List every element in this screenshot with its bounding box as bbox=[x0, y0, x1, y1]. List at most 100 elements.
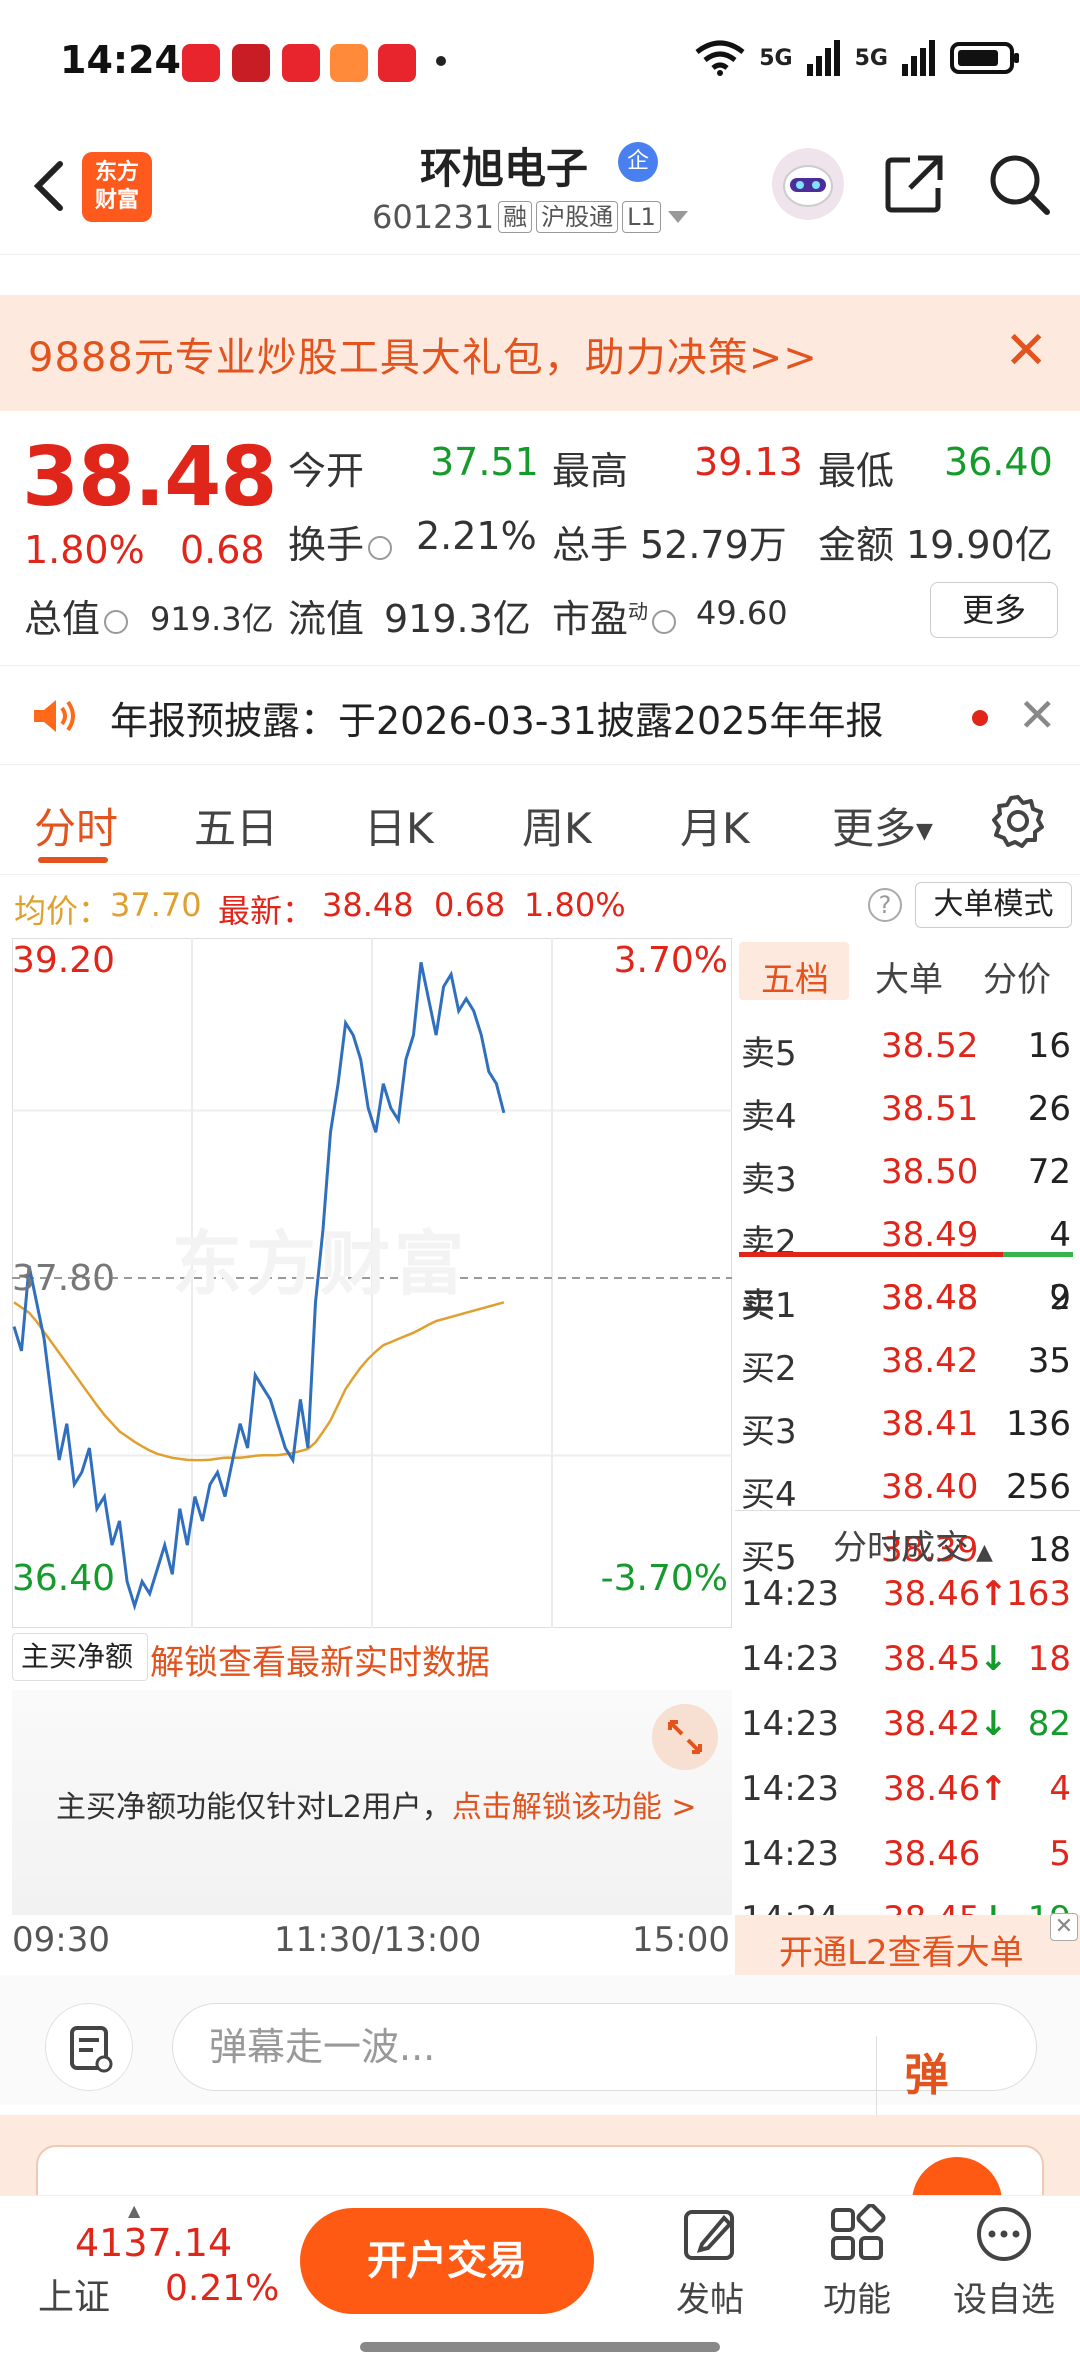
volume-value: 52.79万 bbox=[640, 523, 787, 567]
tab-daily-k[interactable]: 日K bbox=[364, 804, 434, 853]
info-icon bbox=[368, 535, 393, 560]
notes-icon[interactable] bbox=[45, 2003, 133, 2091]
tab-big-orders[interactable]: 大单 bbox=[875, 960, 943, 1000]
turnover-label[interactable]: 换手 bbox=[288, 514, 396, 569]
tab-monthly-k[interactable]: 月K bbox=[680, 804, 750, 853]
bid-row: 买1 38.43 9 bbox=[741, 1278, 1071, 1326]
info-icon bbox=[652, 609, 677, 634]
time-label-midday: 11:30/13:00 bbox=[274, 1920, 482, 1960]
l2-banner-text: 开通L2查看大单 bbox=[779, 1933, 1024, 1973]
y-axis-top-label: 39.20 bbox=[12, 940, 116, 981]
time-label-open: 09:30 bbox=[12, 1920, 110, 1960]
ask-row: 卖5 38.52 16 bbox=[741, 1026, 1071, 1074]
functions-button[interactable]: 功能 bbox=[797, 2204, 917, 2321]
close-icon[interactable]: ✕ bbox=[1050, 1913, 1078, 1941]
ask-volume: 26 bbox=[1027, 1089, 1071, 1129]
high-label: 最高 bbox=[552, 449, 629, 493]
trade-volume: 5 bbox=[1049, 1834, 1071, 1874]
open-label: 今开 bbox=[288, 449, 365, 493]
trade-direction-arrow: ↓ bbox=[979, 1639, 1008, 1679]
pe-label[interactable]: 市盈动 bbox=[552, 588, 680, 643]
bid-volume: 18 bbox=[1027, 1530, 1071, 1570]
danmu-placeholder: 弹幕走一波... bbox=[209, 2025, 436, 2069]
bottom-bar: ▲ 4137.14 上证 0.21% 开户交易 发帖 功能 设自选 bbox=[0, 2195, 1080, 2376]
avg-price-line bbox=[13, 1301, 505, 1462]
promo-banner[interactable]: 9888元专业炒股工具大礼包，助力决策>> ✕ bbox=[0, 295, 1080, 411]
chart-info-row: 均价： 37.70 最新： 38.48 0.68 1.80% ? 大单模式 bbox=[0, 878, 1080, 934]
info-icon bbox=[104, 609, 129, 634]
intraday-chart[interactable]: 39.20 37.80 36.40 3.70% -3.70% 东方财富 bbox=[12, 938, 732, 1628]
danmu-input[interactable]: 弹幕走一波... 弹 bbox=[172, 2003, 1037, 2116]
stock-header: 东方 财富 环旭电子 企 601231 融 沪股通 L1 bbox=[0, 120, 1080, 255]
share-icon[interactable] bbox=[880, 150, 948, 218]
trade-price: 38.46 bbox=[883, 1834, 981, 1874]
change-percent: 1.80% bbox=[24, 528, 145, 572]
stock-code-row[interactable]: 601231 融 沪股通 L1 bbox=[372, 198, 691, 236]
expand-icon[interactable] bbox=[652, 1704, 718, 1770]
avg-label: 均价： bbox=[14, 892, 111, 930]
search-icon[interactable] bbox=[985, 150, 1053, 218]
trade-direction-arrow: ↑ bbox=[979, 1574, 1008, 1614]
news-notification-icon bbox=[378, 44, 416, 82]
y-axis-bottom-label: 36.40 bbox=[12, 1558, 116, 1599]
app-notification-icon bbox=[182, 44, 220, 82]
notice-bar[interactable]: 年报预披露：于2026-03-31披露2025年年报 ✕ bbox=[0, 665, 1080, 765]
enterprise-badge: 企 bbox=[618, 142, 658, 182]
big-order-mode-button[interactable]: 大单模式 bbox=[915, 882, 1072, 928]
post-button[interactable]: 发帖 bbox=[650, 2204, 770, 2321]
tab-price-dist[interactable]: 分价 bbox=[983, 960, 1051, 1000]
wifi-icon bbox=[695, 40, 745, 76]
triangle-up-icon: ▲ bbox=[969, 1540, 993, 1565]
quote-panel: 38.48 1.80% 0.68 今开 37.51 最高 39.13 最低 36… bbox=[0, 430, 1080, 660]
signal-5g-label: 5G bbox=[854, 45, 888, 71]
l2-unlock-link[interactable]: 点击解锁该功能 > bbox=[451, 1790, 697, 1825]
price-line bbox=[12, 961, 506, 1611]
tab-weekly-k[interactable]: 周K bbox=[522, 804, 592, 853]
tab-five-day[interactable]: 五日 bbox=[194, 804, 279, 853]
app-notification-icon bbox=[232, 44, 270, 82]
dropdown-triangle-icon: ▼ bbox=[916, 819, 933, 844]
trade-price: 38.46 bbox=[883, 1574, 981, 1614]
speaker-icon bbox=[34, 700, 75, 732]
trade-volume: 82 bbox=[1027, 1704, 1071, 1744]
ask-volume: 16 bbox=[1027, 1026, 1071, 1066]
ai-assistant-icon[interactable] bbox=[772, 148, 844, 220]
ask-price: 38.49 bbox=[881, 1215, 979, 1255]
trades-title[interactable]: 分时成交 ▲ bbox=[833, 1528, 993, 1568]
status-time: 14:24 bbox=[60, 38, 181, 82]
avg-value: 37.70 bbox=[110, 886, 202, 924]
danmu-button[interactable]: 弹 bbox=[876, 2036, 976, 2116]
tab-intraday[interactable]: 分时 bbox=[34, 804, 119, 853]
promo-text: 9888元专业炒股工具大礼包，助力决策>> bbox=[28, 335, 818, 381]
l2-upgrade-banner[interactable]: 开通L2查看大单 ✕ bbox=[735, 1913, 1080, 1975]
chart-canvas bbox=[12, 938, 732, 1628]
tab-more[interactable]: 更多▼ bbox=[832, 804, 933, 853]
tab-five-levels[interactable]: 五档 bbox=[761, 960, 829, 1000]
more-button[interactable]: 更多 bbox=[930, 582, 1058, 638]
pe-value: 49.60 bbox=[696, 594, 788, 632]
latest-pct: 1.80% bbox=[524, 886, 626, 924]
trade-volume: 163 bbox=[1006, 1574, 1071, 1614]
app-notification-icon bbox=[282, 44, 320, 82]
high-value: 39.13 bbox=[694, 440, 803, 484]
gear-icon[interactable] bbox=[990, 793, 1046, 849]
trade-time: 14:23 bbox=[741, 1574, 839, 1614]
open-account-trade-button[interactable]: 开户交易 bbox=[300, 2208, 594, 2314]
close-icon[interactable]: ✕ bbox=[1018, 688, 1057, 742]
back-arrow-icon[interactable] bbox=[22, 156, 82, 216]
stock-code: 601231 bbox=[372, 198, 495, 236]
bid-label: 买2 bbox=[741, 1349, 797, 1389]
close-icon[interactable]: ✕ bbox=[1004, 321, 1048, 381]
home-indicator[interactable] bbox=[360, 2342, 720, 2352]
help-icon[interactable]: ? bbox=[868, 888, 902, 922]
add-watchlist-button[interactable]: 设自选 bbox=[944, 2204, 1064, 2321]
dropdown-triangle-icon bbox=[667, 211, 688, 223]
bid-row: 买5 38.39 18 bbox=[741, 1530, 1071, 1578]
mktcap-label[interactable]: 总值 bbox=[24, 588, 132, 643]
indicator-select[interactable]: 主买净额 ▼ bbox=[12, 1633, 148, 1721]
ask-label: 卖4 bbox=[741, 1097, 797, 1137]
index-name: 上证 bbox=[38, 2277, 111, 2318]
grid-icon bbox=[831, 2204, 886, 2260]
unlock-link[interactable]: 解锁查看最新实时数据 bbox=[150, 1643, 490, 1683]
bid-price: 38.41 bbox=[881, 1404, 979, 1444]
